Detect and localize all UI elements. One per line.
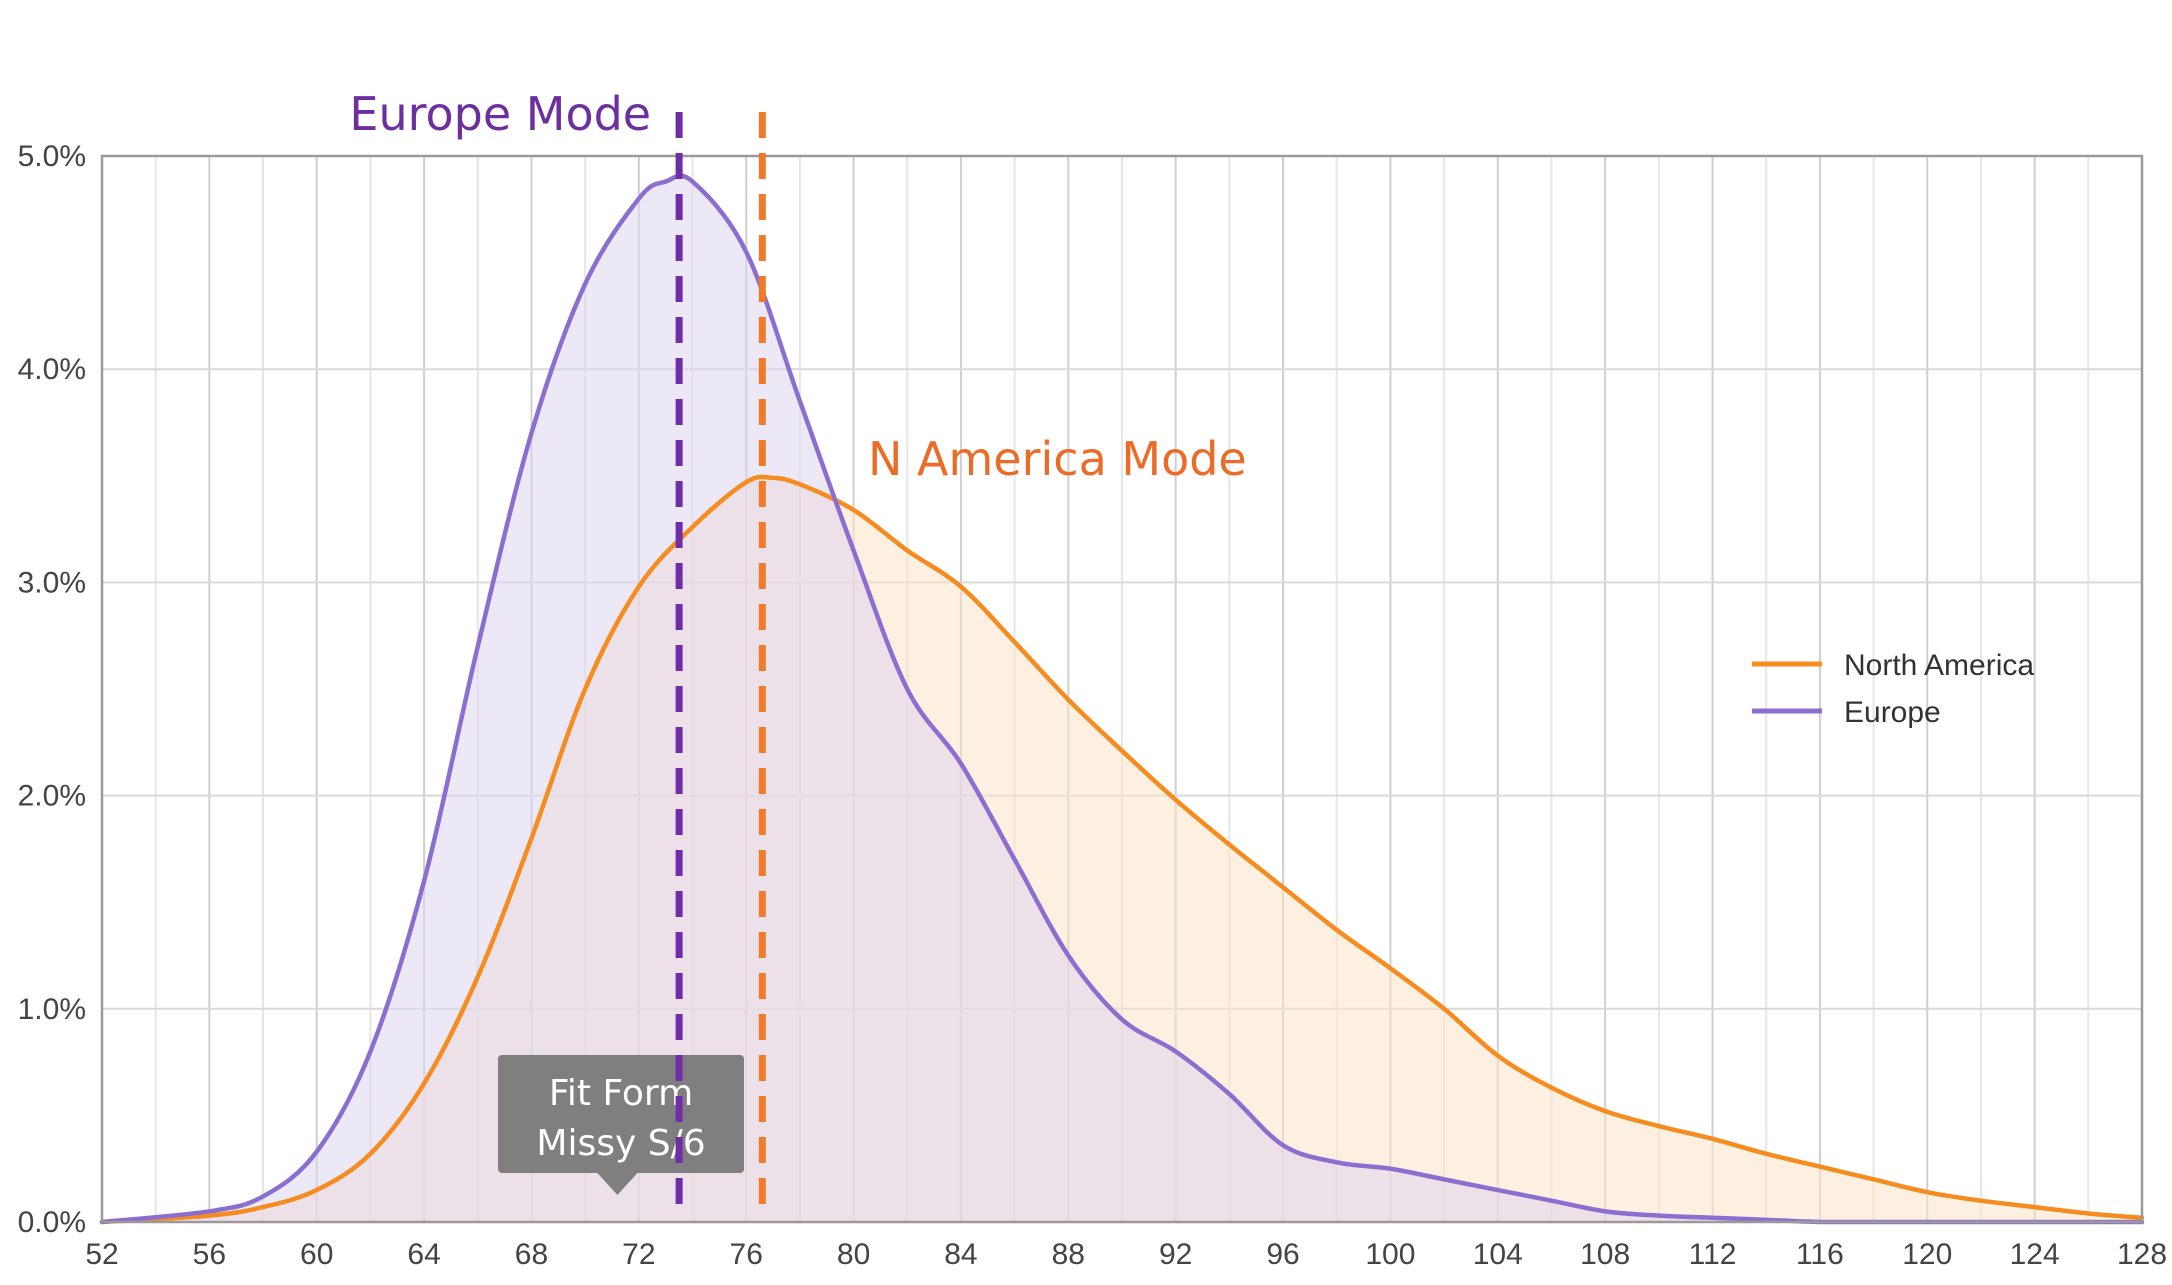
x-tick-label: 80	[837, 1238, 870, 1271]
y-axis: 0.0% 1.0% 2.0% 3.0% 4.0% 5.0%	[18, 140, 86, 1239]
x-tick-label: 56	[193, 1238, 226, 1271]
series-lines	[99, 173, 2145, 1225]
plot-frame	[100, 154, 2144, 1224]
x-tick-label: 84	[944, 1238, 977, 1271]
europe-mode-label: Europe Mode	[349, 87, 651, 141]
legend: North America Europe	[1752, 649, 2034, 729]
europe-line	[99, 173, 2145, 1225]
x-tick-label: 88	[1052, 1238, 1085, 1271]
x-tick-label: 64	[407, 1238, 440, 1271]
x-tick-label: 104	[1473, 1238, 1523, 1271]
y-tick-label: 3.0%	[18, 566, 86, 599]
x-tick-label: 108	[1580, 1238, 1630, 1271]
x-tick-label: 60	[300, 1238, 333, 1271]
x-tick-label: 76	[730, 1238, 763, 1271]
legend-label-europe: Europe	[1844, 696, 1941, 729]
legend-label-north-america: North America	[1844, 649, 2034, 682]
x-tick-label: 100	[1365, 1238, 1415, 1271]
x-tick-label: 124	[2010, 1238, 2060, 1271]
na-mode-label: N America Mode	[868, 432, 1247, 486]
series-group	[99, 173, 2145, 1225]
callout-pointer	[597, 1173, 638, 1195]
europe-area	[102, 175, 2142, 1222]
x-tick-label: 68	[515, 1238, 548, 1271]
mode-annotations: Europe Mode N America Mode	[349, 87, 1247, 1210]
series-fills	[102, 175, 2142, 1222]
x-axis: 52 56 60 64 68 72 76 80 84 88 92 96 100 104 108 112 116 1…	[85, 1238, 2167, 1271]
x-tick-label: 96	[1266, 1238, 1299, 1271]
y-tick-label: 5.0%	[18, 140, 86, 173]
y-tick-label: 4.0%	[18, 353, 86, 386]
x-tick-label: 120	[1902, 1238, 1952, 1271]
y-tick-label: 1.0%	[18, 993, 86, 1026]
x-tick-label: 92	[1159, 1238, 1192, 1271]
x-tick-label: 116	[1796, 1238, 1844, 1271]
y-tick-label: 2.0%	[18, 780, 86, 813]
x-tick-label: 128	[2117, 1238, 2167, 1271]
x-tick-label: 52	[85, 1238, 118, 1271]
x-tick-label: 72	[622, 1238, 655, 1271]
callout-text-line: Fit Form	[549, 1073, 693, 1114]
y-tick-label: 0.0%	[18, 1206, 86, 1239]
north-america-line	[99, 474, 2145, 1225]
x-tick-label: 112	[1689, 1238, 1737, 1271]
